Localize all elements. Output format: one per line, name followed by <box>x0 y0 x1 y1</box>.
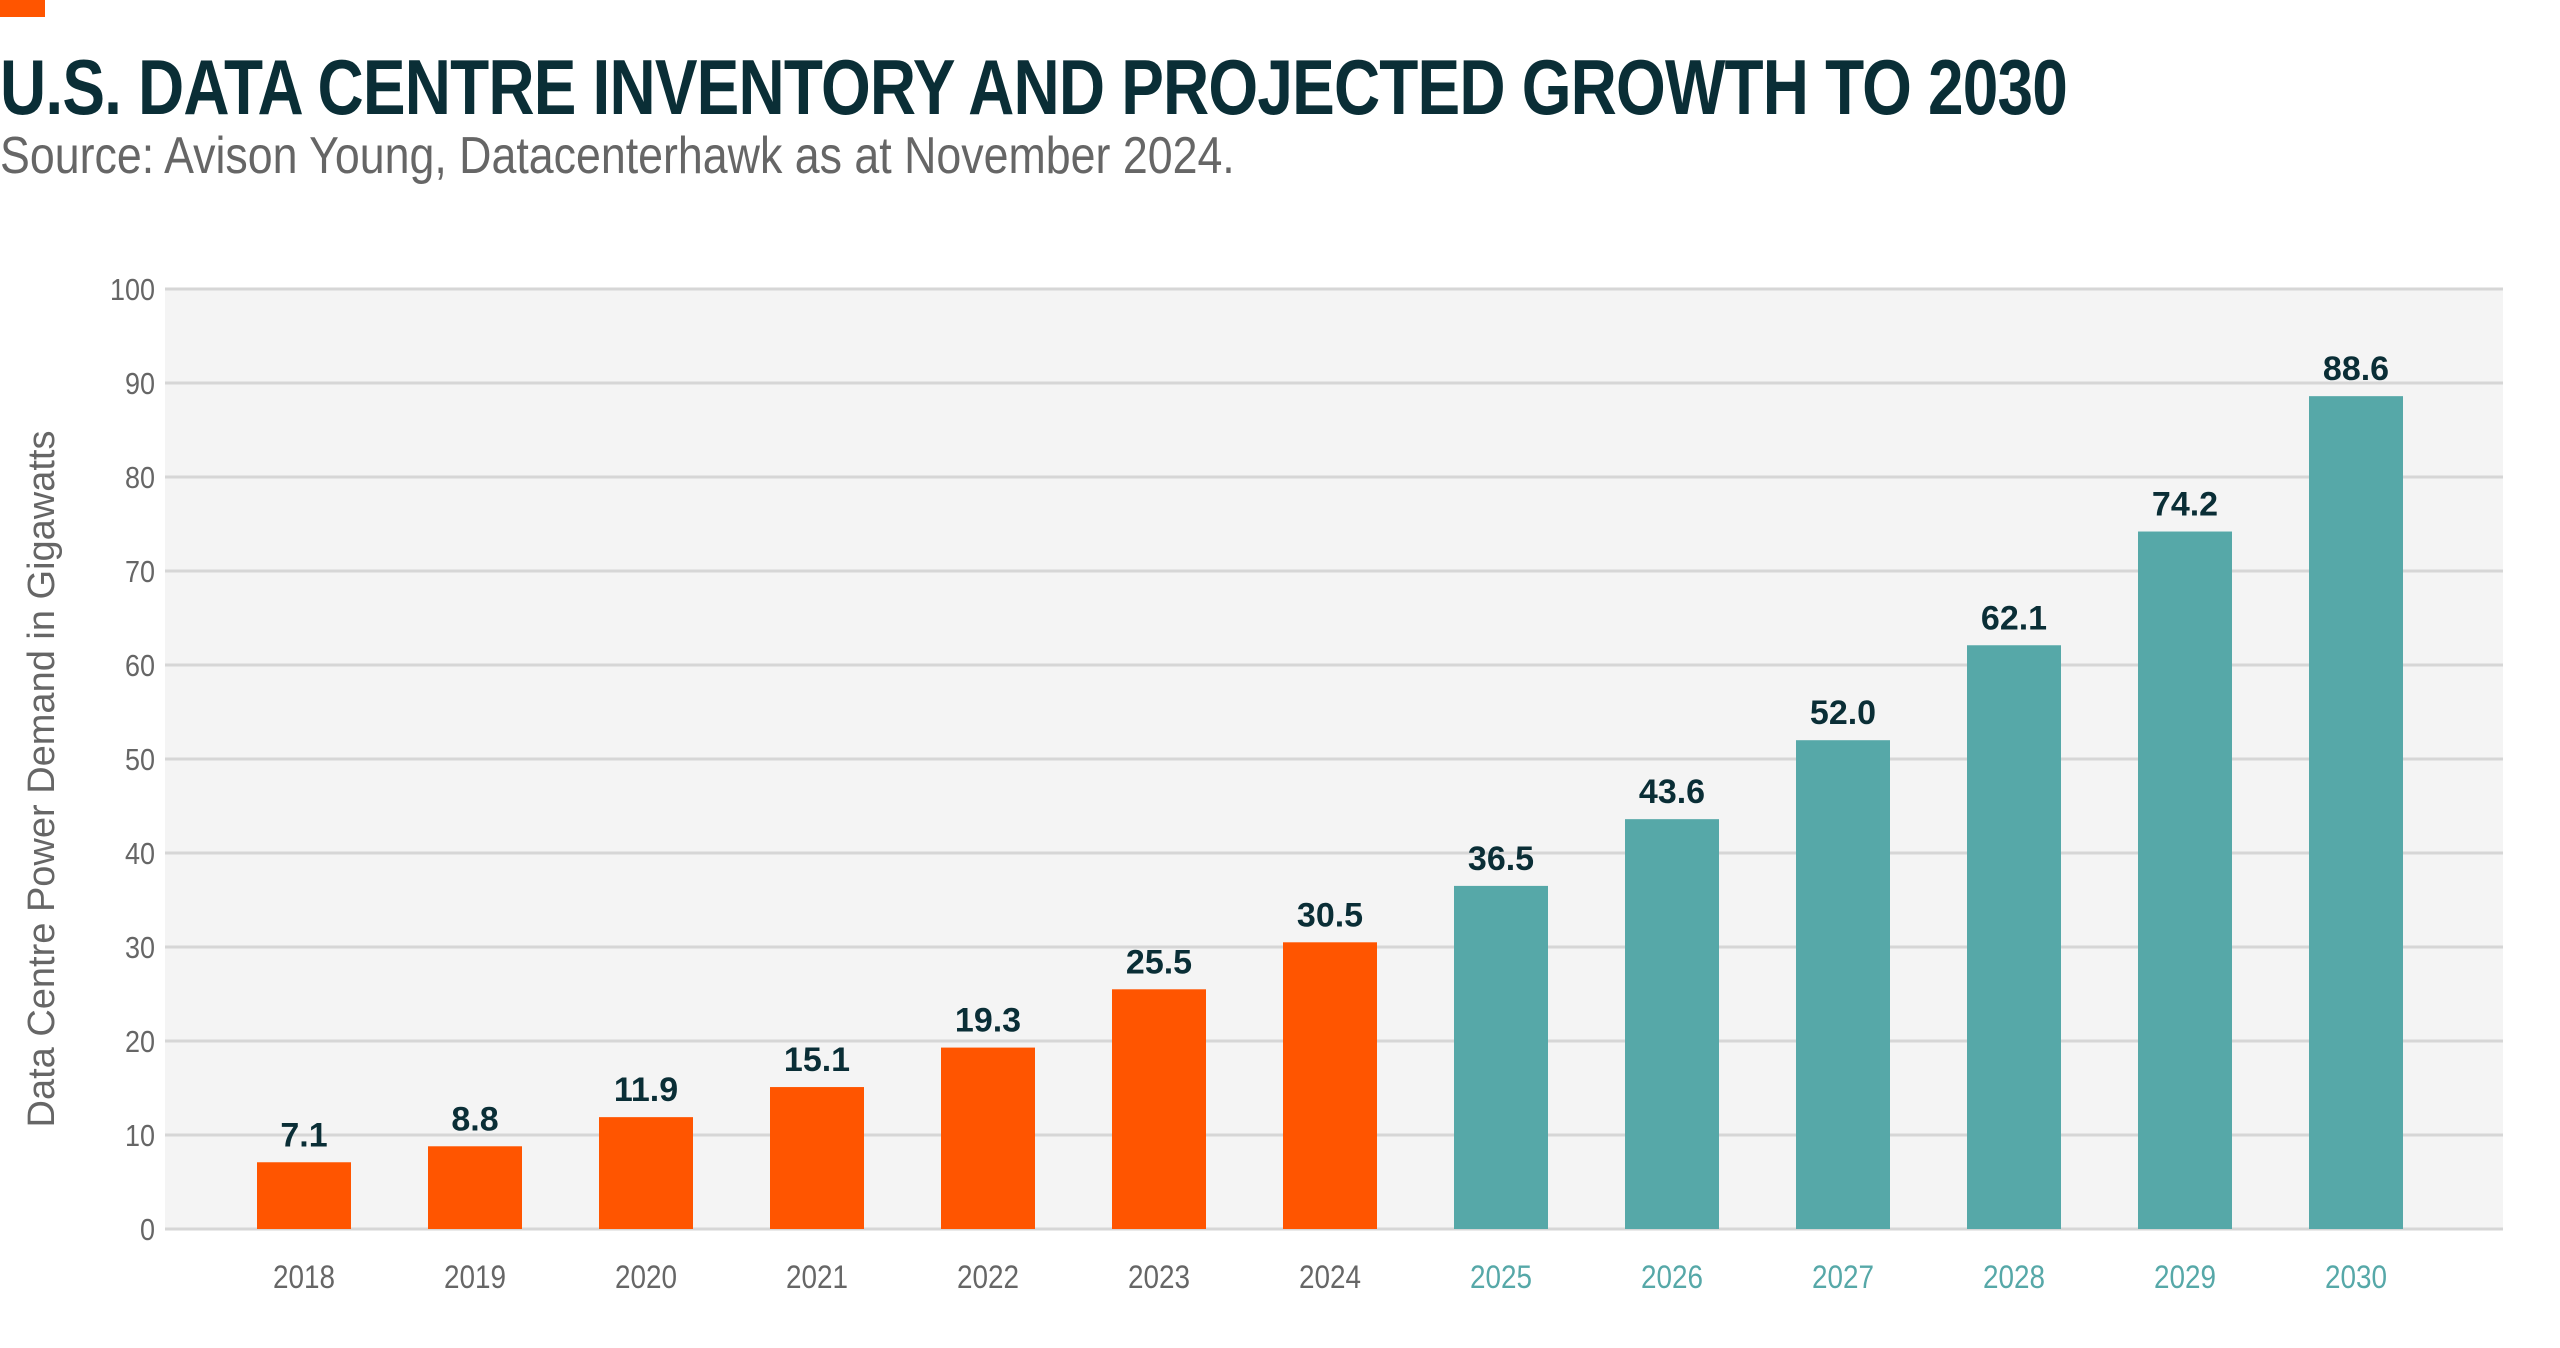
data-label: 62.1 <box>1981 599 2047 637</box>
y-axis-label: Data Centre Power Demand in Gigawatts <box>21 431 63 1128</box>
bar <box>2309 396 2403 1229</box>
data-label: 15.1 <box>784 1041 850 1079</box>
data-label: 30.5 <box>1297 896 1363 934</box>
y-tick-label: 90 <box>125 366 155 401</box>
x-tick-label: 2022 <box>957 1259 1019 1295</box>
x-tick-label: 2026 <box>1641 1259 1703 1295</box>
bar <box>1625 819 1719 1229</box>
bar <box>1283 942 1377 1229</box>
data-label: 7.1 <box>280 1116 327 1154</box>
data-label: 36.5 <box>1468 840 1534 878</box>
x-tick-label: 2020 <box>615 1259 677 1295</box>
bar <box>257 1162 351 1229</box>
y-tick-label: 20 <box>125 1024 155 1059</box>
x-tick-label: 2018 <box>273 1259 335 1295</box>
y-tick-label: 60 <box>125 648 155 683</box>
x-tick-label: 2029 <box>2154 1259 2216 1295</box>
y-tick-label: 40 <box>125 836 155 871</box>
bar <box>1796 740 1890 1229</box>
x-tick-label: 2023 <box>1128 1259 1190 1295</box>
data-label: 19.3 <box>955 1002 1021 1040</box>
x-tick-label: 2030 <box>2325 1259 2387 1295</box>
bar <box>1112 989 1206 1229</box>
y-tick-label: 0 <box>140 1212 155 1247</box>
data-label: 52.0 <box>1810 694 1876 732</box>
bar <box>599 1117 693 1229</box>
bar <box>770 1087 864 1229</box>
data-label: 25.5 <box>1126 943 1192 981</box>
x-tick-label: 2019 <box>444 1259 506 1295</box>
x-tick-label: 2028 <box>1983 1259 2045 1295</box>
x-tick-label: 2021 <box>786 1259 848 1295</box>
y-tick-label: 70 <box>125 554 155 589</box>
data-label: 74.2 <box>2152 486 2218 524</box>
bar <box>941 1047 1035 1229</box>
accent-mark <box>0 0 45 17</box>
bar <box>1967 645 2061 1229</box>
data-label: 11.9 <box>614 1071 678 1109</box>
chart-title: U.S. DATA CENTRE INVENTORY AND PROJECTED… <box>0 43 2068 131</box>
x-tick-label: 2025 <box>1470 1259 1532 1295</box>
data-label: 8.8 <box>451 1100 498 1138</box>
x-tick-label: 2024 <box>1299 1259 1361 1295</box>
data-label: 88.6 <box>2323 350 2389 388</box>
y-tick-label: 30 <box>125 930 155 965</box>
x-tick-label: 2027 <box>1812 1259 1874 1295</box>
data-label: 43.6 <box>1639 773 1705 811</box>
y-tick-label: 80 <box>125 460 155 495</box>
bar <box>428 1146 522 1229</box>
y-tick-label: 10 <box>125 1118 155 1153</box>
chart-subtitle: Source: Avison Young, Datacenterhawk as … <box>0 127 1235 185</box>
bar <box>1454 885 1548 1229</box>
y-tick-label: 100 <box>110 272 155 307</box>
bar <box>2138 531 2232 1229</box>
y-tick-label: 50 <box>125 742 155 777</box>
